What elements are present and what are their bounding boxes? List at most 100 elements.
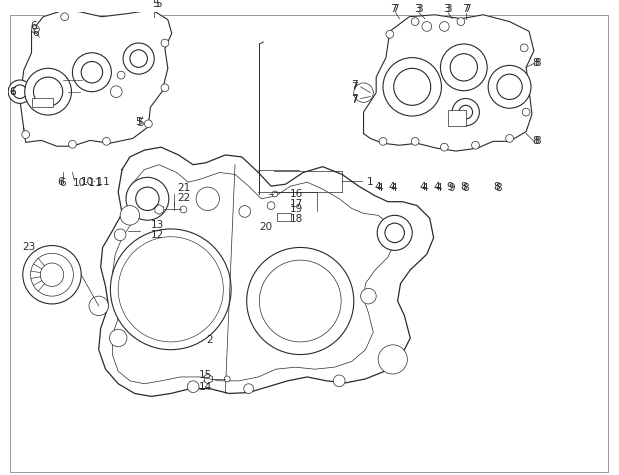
Circle shape xyxy=(457,18,465,26)
Text: 7: 7 xyxy=(391,4,397,14)
Text: 5: 5 xyxy=(137,118,144,128)
Circle shape xyxy=(161,84,169,92)
Circle shape xyxy=(441,44,487,91)
Text: 2: 2 xyxy=(206,335,213,345)
Text: 8: 8 xyxy=(534,58,541,68)
Text: 13: 13 xyxy=(150,220,164,230)
Text: 8: 8 xyxy=(532,58,539,68)
Text: 19: 19 xyxy=(290,205,303,215)
Circle shape xyxy=(25,68,71,115)
Text: 4: 4 xyxy=(375,182,381,192)
Circle shape xyxy=(441,143,448,151)
Circle shape xyxy=(522,108,530,116)
Circle shape xyxy=(394,68,431,105)
Text: 12: 12 xyxy=(150,230,164,240)
Text: 6: 6 xyxy=(9,87,15,97)
Circle shape xyxy=(23,246,81,304)
Text: 8: 8 xyxy=(493,182,500,192)
Circle shape xyxy=(272,191,278,197)
Text: 7: 7 xyxy=(392,4,399,14)
Circle shape xyxy=(61,13,69,20)
Text: 3: 3 xyxy=(416,4,422,14)
Text: 3: 3 xyxy=(413,4,420,14)
Circle shape xyxy=(188,381,199,392)
Text: 6: 6 xyxy=(32,28,39,38)
Circle shape xyxy=(354,83,373,103)
Circle shape xyxy=(118,237,223,342)
Text: 7: 7 xyxy=(352,94,358,104)
Text: 17: 17 xyxy=(290,199,303,209)
Circle shape xyxy=(122,241,220,338)
Circle shape xyxy=(439,21,449,31)
Text: 18: 18 xyxy=(290,214,303,224)
Text: 8: 8 xyxy=(462,183,469,193)
Text: 4: 4 xyxy=(391,183,397,193)
Circle shape xyxy=(144,120,152,128)
Circle shape xyxy=(422,21,431,31)
Circle shape xyxy=(32,26,40,33)
Circle shape xyxy=(126,177,169,220)
Circle shape xyxy=(334,375,345,387)
Text: 7: 7 xyxy=(352,80,358,90)
Circle shape xyxy=(259,260,341,342)
Text: 6: 6 xyxy=(9,87,15,97)
Circle shape xyxy=(361,288,376,304)
Circle shape xyxy=(247,247,354,354)
FancyBboxPatch shape xyxy=(448,110,465,126)
Text: 7: 7 xyxy=(464,4,471,14)
Circle shape xyxy=(161,39,169,47)
Text: 1: 1 xyxy=(367,177,374,187)
Polygon shape xyxy=(363,15,534,151)
Circle shape xyxy=(411,137,419,145)
Text: 5: 5 xyxy=(152,0,158,9)
Circle shape xyxy=(110,329,127,347)
Text: 5: 5 xyxy=(136,117,142,127)
Circle shape xyxy=(239,206,251,217)
Text: 4: 4 xyxy=(433,182,440,192)
Circle shape xyxy=(497,74,522,99)
Text: 9: 9 xyxy=(449,183,456,193)
Text: 4: 4 xyxy=(389,182,395,192)
Circle shape xyxy=(89,296,108,315)
Text: 23: 23 xyxy=(22,242,35,252)
Circle shape xyxy=(40,263,64,286)
Text: 10·11: 10·11 xyxy=(73,178,103,188)
Circle shape xyxy=(22,131,30,138)
Circle shape xyxy=(13,85,27,98)
Text: 4: 4 xyxy=(422,183,428,193)
Circle shape xyxy=(488,66,531,108)
Text: 22: 22 xyxy=(177,193,190,203)
Circle shape xyxy=(110,86,122,97)
Circle shape xyxy=(506,134,514,142)
Circle shape xyxy=(452,98,479,126)
Circle shape xyxy=(244,384,254,393)
Circle shape xyxy=(8,80,32,104)
Text: 3: 3 xyxy=(445,4,451,14)
Text: 6: 6 xyxy=(58,177,64,187)
Text: 7: 7 xyxy=(462,4,469,14)
Circle shape xyxy=(450,54,477,81)
Circle shape xyxy=(180,206,187,213)
Circle shape xyxy=(81,61,103,83)
Text: 20: 20 xyxy=(259,222,273,232)
Circle shape xyxy=(383,57,441,116)
Text: 10·11: 10·11 xyxy=(81,177,111,187)
Circle shape xyxy=(136,187,159,210)
Text: 8: 8 xyxy=(534,136,541,146)
Text: 16: 16 xyxy=(290,189,303,199)
Circle shape xyxy=(521,44,528,52)
Text: 5: 5 xyxy=(155,0,162,9)
Text: 7: 7 xyxy=(352,95,358,105)
Circle shape xyxy=(72,53,111,92)
Circle shape xyxy=(379,137,387,145)
Circle shape xyxy=(472,142,479,149)
Circle shape xyxy=(130,50,147,67)
Circle shape xyxy=(69,141,76,148)
FancyBboxPatch shape xyxy=(277,213,290,221)
Circle shape xyxy=(110,229,231,350)
Text: 21: 21 xyxy=(177,183,190,193)
Text: 6: 6 xyxy=(30,21,37,31)
Circle shape xyxy=(378,345,407,374)
Circle shape xyxy=(117,71,125,79)
Circle shape xyxy=(386,30,394,38)
